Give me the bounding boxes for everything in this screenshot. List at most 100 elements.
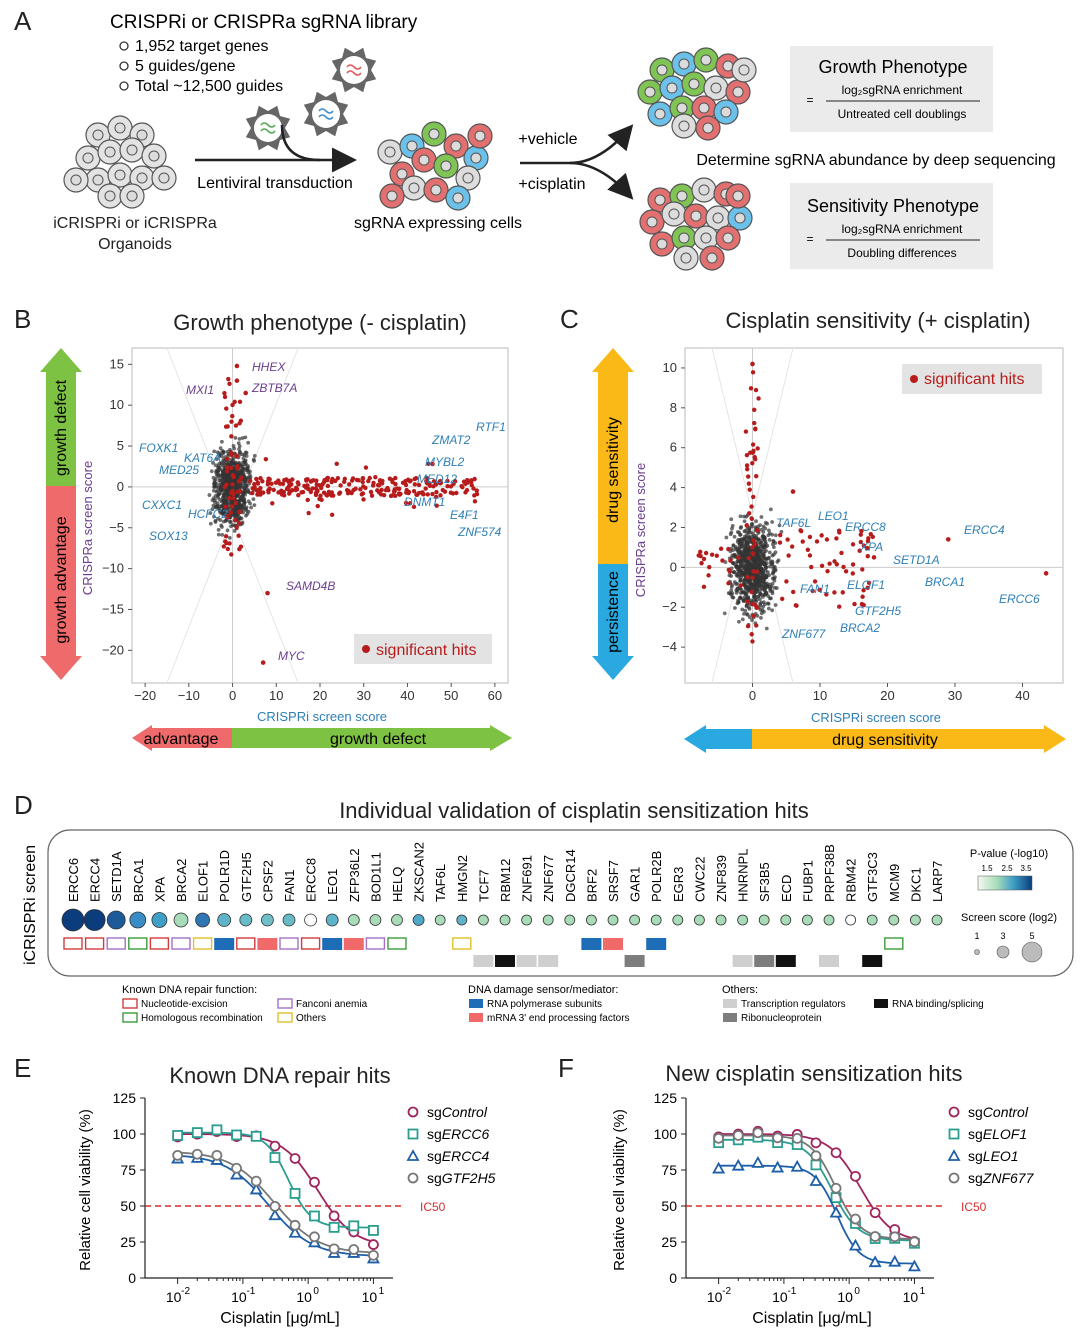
gene-label: SETD1A <box>893 553 940 567</box>
significant-point <box>850 562 856 567</box>
nucleus-icon <box>700 54 712 66</box>
gene-point <box>209 469 214 474</box>
panel-f-letter: F <box>558 1053 574 1083</box>
gene-point <box>746 580 750 584</box>
significant-point <box>834 536 839 541</box>
gene-point <box>772 576 776 581</box>
significant-point <box>750 545 755 550</box>
significant-point <box>317 496 322 502</box>
gene-column-label: GAR1 <box>628 867 643 902</box>
significant-point <box>706 573 711 578</box>
data-marker <box>328 1243 340 1255</box>
legend-marker-icon <box>407 1172 419 1184</box>
significant-point <box>234 454 239 459</box>
gene-point <box>779 529 784 534</box>
gene-point <box>217 482 222 487</box>
significant-point <box>865 545 870 551</box>
x-tick-label: 60 <box>488 688 502 703</box>
significant-point <box>305 497 310 503</box>
legend-label: sgControl <box>968 1104 1029 1120</box>
significant-point <box>749 504 754 509</box>
gene-point <box>753 597 758 602</box>
panel-f-ic50: IC50 <box>961 1200 987 1214</box>
gene-point <box>767 537 772 542</box>
gene-point <box>755 594 760 599</box>
gene-score-dot <box>542 914 554 926</box>
gene-point <box>754 534 759 538</box>
gene-point <box>757 587 762 592</box>
gene-point <box>729 588 734 593</box>
gene-point <box>747 606 752 611</box>
significant-point <box>324 476 330 481</box>
significant-point <box>296 492 301 498</box>
gene-point <box>217 506 222 511</box>
nucleus-icon <box>136 172 148 184</box>
gene-point <box>749 565 754 570</box>
significant-point <box>751 538 756 543</box>
gene-point <box>743 583 748 587</box>
gene-score-dot <box>823 914 835 926</box>
significant-point <box>230 402 235 408</box>
significant-point <box>472 476 477 482</box>
defect-bar <box>232 728 490 748</box>
panel-c-legend: significant hits <box>924 371 1025 388</box>
panel-b-points <box>207 363 480 665</box>
gene-point <box>765 601 770 606</box>
panel-b-letter: B <box>14 304 31 334</box>
gene-point <box>743 566 747 571</box>
gene-column-label: POLR1D <box>217 850 232 902</box>
gene-point <box>223 475 227 480</box>
gene-point <box>777 523 782 528</box>
gene-point <box>738 526 743 530</box>
legend-label: sgLEO1 <box>968 1148 1019 1164</box>
data-marker <box>328 1210 340 1222</box>
significant-point <box>234 363 240 369</box>
gene-point <box>743 570 748 575</box>
gene-score-dot <box>888 914 900 926</box>
data-marker <box>269 1152 281 1163</box>
nucleus-icon <box>720 106 732 118</box>
gene-label: ZMAT2 <box>431 433 471 447</box>
sensor-box <box>257 938 278 950</box>
gene-point <box>750 618 754 622</box>
gene-score-dot <box>412 914 425 926</box>
significant-point <box>777 540 783 545</box>
significant-point <box>349 478 355 483</box>
nucleus-icon <box>654 194 666 206</box>
significant-point <box>265 590 270 596</box>
significant-point <box>222 394 228 400</box>
data-marker <box>752 1127 764 1139</box>
sensor-box <box>214 938 235 950</box>
data-marker <box>850 1170 861 1182</box>
significant-point <box>754 528 760 533</box>
other-box <box>862 955 883 967</box>
gene-column-label: ZKSCAN2 <box>412 842 427 902</box>
gene-score-dot <box>106 910 126 930</box>
significant-point <box>236 520 242 526</box>
gene-score-dot <box>195 912 211 928</box>
data-marker <box>230 1167 244 1180</box>
nucleus-icon <box>722 232 734 244</box>
gene-point <box>754 519 758 524</box>
significant-point <box>852 601 857 607</box>
significant-point <box>791 589 796 595</box>
gene-point <box>239 516 244 521</box>
dna-repair-box <box>84 937 105 950</box>
gene-point <box>728 532 733 537</box>
significant-point <box>709 552 715 557</box>
data-marker <box>888 1254 902 1267</box>
gene-score-dot <box>282 913 296 927</box>
dna-repair-box <box>106 937 126 950</box>
data-marker <box>850 1213 861 1225</box>
panel-c-points <box>696 361 1049 644</box>
gene-point <box>735 567 740 572</box>
nucleus-icon <box>450 140 462 152</box>
gene-label: MYBL2 <box>425 455 465 469</box>
legend-hr-swatch <box>122 1012 138 1023</box>
branch-arrow-down <box>569 161 634 200</box>
gene-point <box>735 601 740 606</box>
sens-box-bg <box>790 183 993 269</box>
gene-point <box>731 543 736 548</box>
gene-point <box>213 520 218 524</box>
data-marker <box>732 1130 744 1141</box>
